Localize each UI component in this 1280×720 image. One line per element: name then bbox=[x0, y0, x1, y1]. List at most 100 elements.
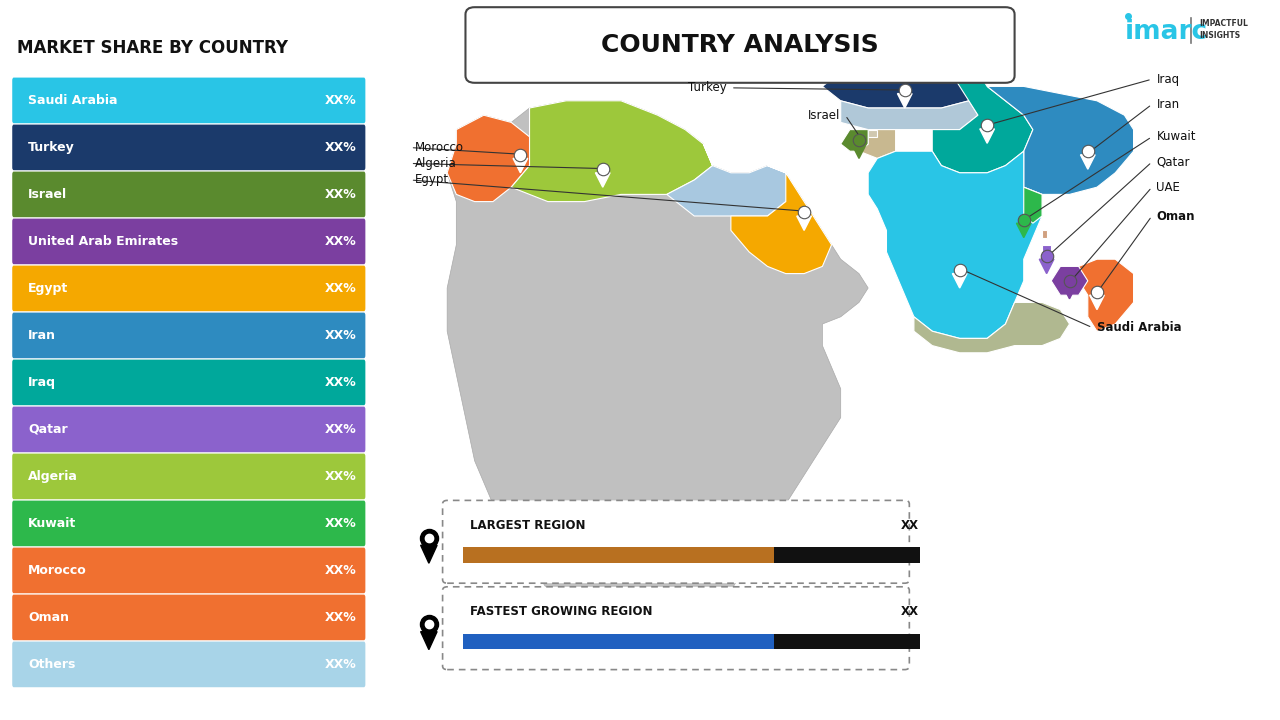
Text: Iran: Iran bbox=[1156, 98, 1180, 111]
Text: FASTEST GROWING REGION: FASTEST GROWING REGION bbox=[470, 605, 653, 618]
FancyBboxPatch shape bbox=[443, 587, 909, 670]
FancyBboxPatch shape bbox=[13, 595, 365, 640]
Polygon shape bbox=[421, 631, 436, 649]
Text: COUNTRY ANALYSIS: COUNTRY ANALYSIS bbox=[602, 33, 879, 57]
FancyBboxPatch shape bbox=[13, 312, 365, 359]
Text: Morocco: Morocco bbox=[415, 141, 465, 154]
Text: Qatar: Qatar bbox=[1156, 156, 1190, 168]
FancyBboxPatch shape bbox=[13, 642, 365, 687]
Polygon shape bbox=[595, 173, 611, 187]
Text: XX%: XX% bbox=[325, 423, 357, 436]
Polygon shape bbox=[1060, 259, 1134, 331]
Text: Turkey: Turkey bbox=[687, 81, 726, 94]
Text: XX%: XX% bbox=[325, 611, 357, 624]
Text: XX%: XX% bbox=[325, 658, 357, 671]
Text: XX%: XX% bbox=[325, 188, 357, 201]
Polygon shape bbox=[731, 166, 832, 274]
Text: UAE: UAE bbox=[1156, 181, 1180, 194]
Text: Algeria: Algeria bbox=[28, 470, 78, 483]
Polygon shape bbox=[667, 144, 795, 216]
Text: Others: Others bbox=[28, 658, 76, 671]
FancyBboxPatch shape bbox=[13, 359, 365, 405]
Text: Qatar: Qatar bbox=[28, 423, 68, 436]
Text: XX: XX bbox=[901, 518, 919, 531]
Text: Israel: Israel bbox=[809, 109, 841, 122]
Polygon shape bbox=[1042, 245, 1051, 259]
Polygon shape bbox=[1042, 230, 1047, 238]
Polygon shape bbox=[841, 518, 887, 583]
Polygon shape bbox=[851, 144, 867, 158]
FancyBboxPatch shape bbox=[13, 125, 365, 170]
FancyBboxPatch shape bbox=[443, 500, 909, 583]
Polygon shape bbox=[447, 115, 530, 202]
Polygon shape bbox=[1062, 284, 1076, 299]
Text: XX%: XX% bbox=[325, 235, 357, 248]
Polygon shape bbox=[914, 302, 1070, 353]
Polygon shape bbox=[513, 158, 527, 173]
Text: Algeria: Algeria bbox=[415, 157, 457, 170]
Polygon shape bbox=[1080, 155, 1096, 169]
Polygon shape bbox=[897, 94, 913, 108]
Text: Saudi Arabia: Saudi Arabia bbox=[1097, 321, 1181, 334]
Text: Iraq: Iraq bbox=[1156, 73, 1180, 86]
Text: IMPACTFUL: IMPACTFUL bbox=[1199, 19, 1248, 27]
FancyBboxPatch shape bbox=[13, 219, 365, 264]
Text: Oman: Oman bbox=[28, 611, 69, 624]
Text: Egypt: Egypt bbox=[28, 282, 69, 295]
Polygon shape bbox=[979, 129, 995, 143]
Text: XX: XX bbox=[901, 605, 919, 618]
Text: Iran: Iran bbox=[28, 329, 56, 342]
FancyBboxPatch shape bbox=[13, 266, 365, 311]
FancyBboxPatch shape bbox=[463, 634, 920, 649]
Text: Turkey: Turkey bbox=[28, 141, 76, 154]
Polygon shape bbox=[1089, 295, 1105, 310]
Polygon shape bbox=[1051, 266, 1088, 295]
FancyBboxPatch shape bbox=[463, 634, 774, 649]
Polygon shape bbox=[932, 72, 1033, 173]
FancyBboxPatch shape bbox=[463, 547, 774, 563]
Polygon shape bbox=[421, 545, 436, 563]
Text: Kuwait: Kuwait bbox=[1156, 130, 1196, 143]
Polygon shape bbox=[952, 274, 966, 288]
Polygon shape bbox=[841, 101, 978, 130]
FancyBboxPatch shape bbox=[13, 171, 365, 217]
Polygon shape bbox=[1024, 187, 1042, 223]
Text: XX%: XX% bbox=[325, 282, 357, 295]
Polygon shape bbox=[823, 65, 987, 108]
Text: imarc: imarc bbox=[1124, 19, 1207, 45]
Text: XX%: XX% bbox=[325, 564, 357, 577]
Text: XX%: XX% bbox=[325, 141, 357, 154]
Text: LARGEST REGION: LARGEST REGION bbox=[470, 518, 585, 531]
Polygon shape bbox=[841, 130, 868, 151]
Polygon shape bbox=[868, 130, 877, 137]
FancyBboxPatch shape bbox=[463, 547, 920, 563]
Polygon shape bbox=[987, 86, 1134, 194]
Text: XX%: XX% bbox=[325, 376, 357, 389]
Text: Israel: Israel bbox=[28, 188, 68, 201]
Text: Saudi Arabia: Saudi Arabia bbox=[28, 94, 118, 107]
Polygon shape bbox=[1039, 259, 1053, 274]
FancyBboxPatch shape bbox=[466, 7, 1015, 83]
Text: XX%: XX% bbox=[325, 470, 357, 483]
Text: Oman: Oman bbox=[1156, 210, 1196, 222]
FancyBboxPatch shape bbox=[13, 500, 365, 546]
Text: Morocco: Morocco bbox=[28, 564, 87, 577]
Text: XX%: XX% bbox=[325, 94, 357, 107]
FancyBboxPatch shape bbox=[13, 407, 365, 452]
Polygon shape bbox=[511, 101, 713, 202]
Polygon shape bbox=[859, 130, 896, 158]
FancyBboxPatch shape bbox=[13, 548, 365, 593]
Text: INSIGHTS: INSIGHTS bbox=[1199, 32, 1240, 40]
Polygon shape bbox=[868, 151, 1042, 338]
FancyBboxPatch shape bbox=[13, 78, 365, 123]
FancyBboxPatch shape bbox=[13, 454, 365, 499]
Text: Iraq: Iraq bbox=[28, 376, 56, 389]
Text: Egypt: Egypt bbox=[415, 174, 449, 186]
Text: MARKET SHARE BY COUNTRY: MARKET SHARE BY COUNTRY bbox=[18, 39, 288, 57]
Text: XX%: XX% bbox=[325, 329, 357, 342]
Text: Kuwait: Kuwait bbox=[28, 517, 77, 530]
Polygon shape bbox=[447, 101, 868, 670]
Polygon shape bbox=[796, 216, 812, 230]
Text: United Arab Emirates: United Arab Emirates bbox=[28, 235, 178, 248]
Text: XX%: XX% bbox=[325, 517, 357, 530]
